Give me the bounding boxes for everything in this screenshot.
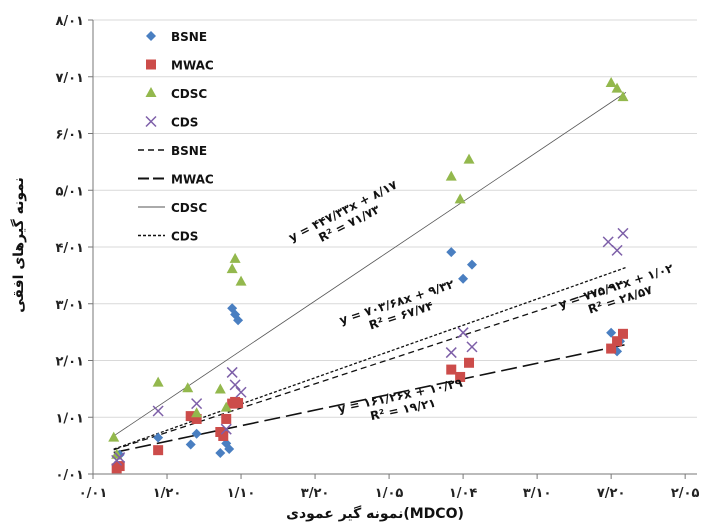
data-point-cds — [602, 236, 614, 248]
data-point-cds — [191, 398, 203, 410]
data-point-mwac — [218, 430, 229, 441]
x-tick-label: ۱/۰۴ — [449, 486, 478, 501]
legend-label: CDS — [171, 116, 198, 130]
data-point-cds — [617, 227, 629, 239]
data-point-cds — [226, 366, 238, 378]
data-point-bsne — [446, 247, 457, 258]
data-point-cdsc — [617, 91, 629, 102]
data-point-cds — [611, 244, 623, 256]
data-point-cdsc — [229, 252, 241, 263]
legend-marker-cdsc — [145, 87, 157, 97]
data-point-cds — [114, 452, 126, 464]
x-tick-label: ۳/۲۰ — [301, 486, 330, 501]
data-point-cdsc — [226, 263, 238, 274]
data-point-bsne — [233, 315, 244, 326]
data-point-cdsc — [605, 76, 617, 87]
y-tick-label: ۴/۰۱ — [55, 241, 84, 256]
legend-label: CDS — [171, 230, 198, 244]
x-tick-label: ۱/۰۵ — [375, 486, 404, 501]
data-point-cdsc — [445, 170, 457, 181]
legend-label: MWAC — [171, 59, 214, 73]
data-point-mwac — [617, 328, 628, 339]
legend-marker-bsne — [146, 31, 156, 41]
data-point-mwac — [464, 357, 475, 368]
data-point-cdsc — [463, 153, 475, 164]
data-point-bsne — [153, 432, 164, 443]
data-point-mwac — [153, 445, 164, 456]
data-point-cdsc — [220, 401, 232, 412]
data-point-cdsc — [152, 376, 164, 387]
y-axis-title: نمونه گیرهای افقی — [10, 177, 27, 312]
data-point-cds — [152, 405, 164, 417]
legend-marker-mwac — [146, 59, 156, 70]
data-point-mwac — [455, 371, 466, 382]
data-point-cds — [466, 341, 478, 353]
y-tick-label: ۳/۰۱ — [55, 298, 84, 313]
points-layer — [108, 76, 629, 474]
legend-label: CDSC — [171, 201, 207, 215]
data-point-cdsc — [191, 407, 203, 418]
data-point-bsne — [606, 327, 617, 338]
grid-layer — [93, 19, 697, 418]
data-point-mwac — [185, 411, 196, 422]
data-point-mwac — [221, 413, 232, 424]
data-point-mwac — [612, 336, 623, 347]
y-tick-label: ۲/۰۱ — [55, 355, 84, 370]
x-tick-label: ۲/۰۵ — [671, 486, 700, 501]
legend: BSNE MWAC CDSC CDS BSNE MWAC CDSC CDS — [138, 30, 214, 244]
data-point-cdsc — [611, 82, 623, 93]
data-point-bsne — [458, 273, 469, 284]
data-point-bsne — [224, 444, 235, 455]
legend-label: MWAC — [171, 173, 214, 187]
data-point-mwac — [191, 413, 202, 424]
y-tick-label: ۶/۰۱ — [55, 128, 84, 143]
x-tick-label: ۱/۲۰ — [153, 486, 182, 501]
data-point-mwac — [446, 364, 457, 375]
data-point-bsne — [215, 448, 226, 459]
data-point-cdsc — [235, 275, 247, 286]
data-point-mwac — [114, 461, 125, 472]
y-tick-label: ۷/۰۱ — [55, 71, 84, 86]
data-point-mwac — [606, 343, 617, 354]
data-point-cdsc — [182, 382, 194, 393]
data-point-cds — [229, 379, 241, 391]
axes-layer: ۰/۰۱ ۱/۰۱ ۲/۰۱ ۳/۰۱ ۴/۰۱ ۵/۰۱ ۶/۰۱ ۷/۰۱ ۸/۰۱ ۰/۰۱… — [55, 14, 699, 501]
data-point-cds — [235, 386, 247, 398]
legend-label: CDSC — [171, 87, 207, 101]
data-point-cdsc — [214, 383, 226, 394]
data-point-cdsc — [108, 431, 120, 442]
x-axis-title: نمونه گیر عمودی(MDCO) — [286, 505, 464, 522]
data-point-bsne — [191, 428, 202, 439]
y-tick-label: ۱/۰۱ — [55, 411, 84, 426]
data-point-mwac — [233, 398, 244, 409]
legend-marker-cds — [145, 115, 157, 128]
y-tick-label: ۵/۰۱ — [55, 184, 84, 199]
data-point-bsne — [185, 439, 196, 450]
data-point-cds — [220, 423, 232, 435]
x-tick-label: ۰/۰۱ — [79, 486, 108, 501]
x-tick-label: ۳/۱۰ — [523, 486, 552, 501]
y-tick-label: ۰/۰۱ — [55, 468, 84, 483]
legend-label: BSNE — [171, 30, 207, 44]
legend-label: BSNE — [171, 144, 207, 158]
data-point-cdsc — [454, 193, 466, 204]
data-point-bsne — [466, 259, 477, 270]
x-tick-label: ۱/۱۰ — [227, 486, 256, 501]
data-point-cds — [445, 347, 457, 359]
trendline-cds — [113, 266, 627, 450]
data-point-cds — [457, 327, 469, 339]
x-tick-label: ۷/۲۰ — [597, 486, 626, 501]
y-tick-label: ۸/۰۱ — [55, 14, 84, 29]
trendline-cdsc — [113, 92, 627, 437]
